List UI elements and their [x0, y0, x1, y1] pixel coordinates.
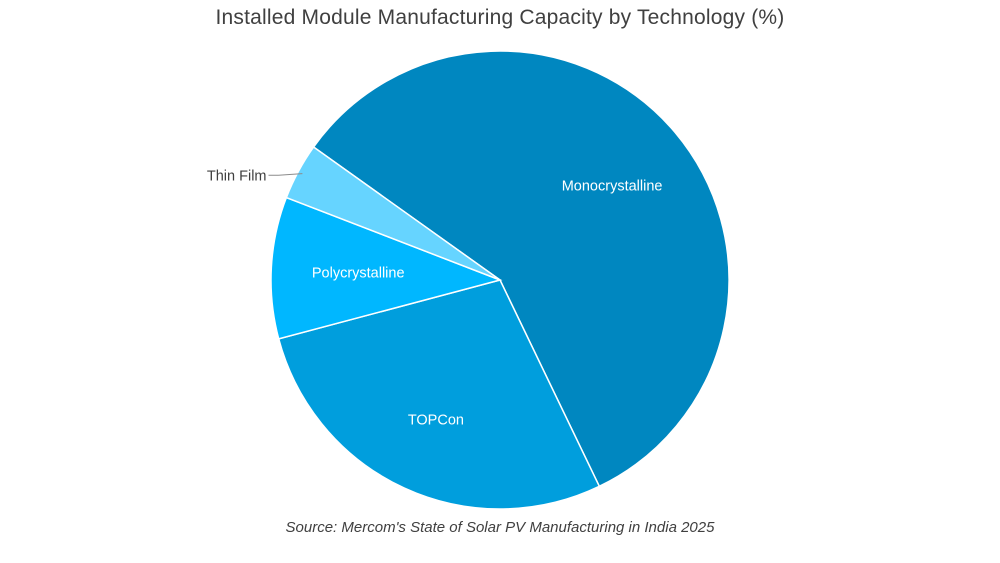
- pie-slice-polycrystalline: [270, 196, 503, 340]
- chart-title: Installed Module Manufacturing Capacity …: [215, 6, 785, 29]
- pie-slice-topcon: [277, 279, 601, 510]
- slice-label-topcon: TOPCon: [408, 412, 464, 428]
- source-note: Source: Mercom's State of Solar PV Manuf…: [285, 519, 715, 536]
- pie-labels: Monocrystalline TOPCon Polycrystalline Thin…: [207, 168, 663, 428]
- slice-label-thin-film: Thin Film: [207, 168, 267, 184]
- pie-slice-monocrystalline: [312, 50, 730, 488]
- pie-slice-thin-film: [285, 145, 501, 281]
- slice-label-monocrystalline: Monocrystalline: [562, 179, 663, 195]
- leader-line-thin-film: [268, 173, 303, 176]
- pie-slices: [270, 50, 730, 510]
- slice-label-polycrystalline: Polycrystalline: [312, 265, 405, 281]
